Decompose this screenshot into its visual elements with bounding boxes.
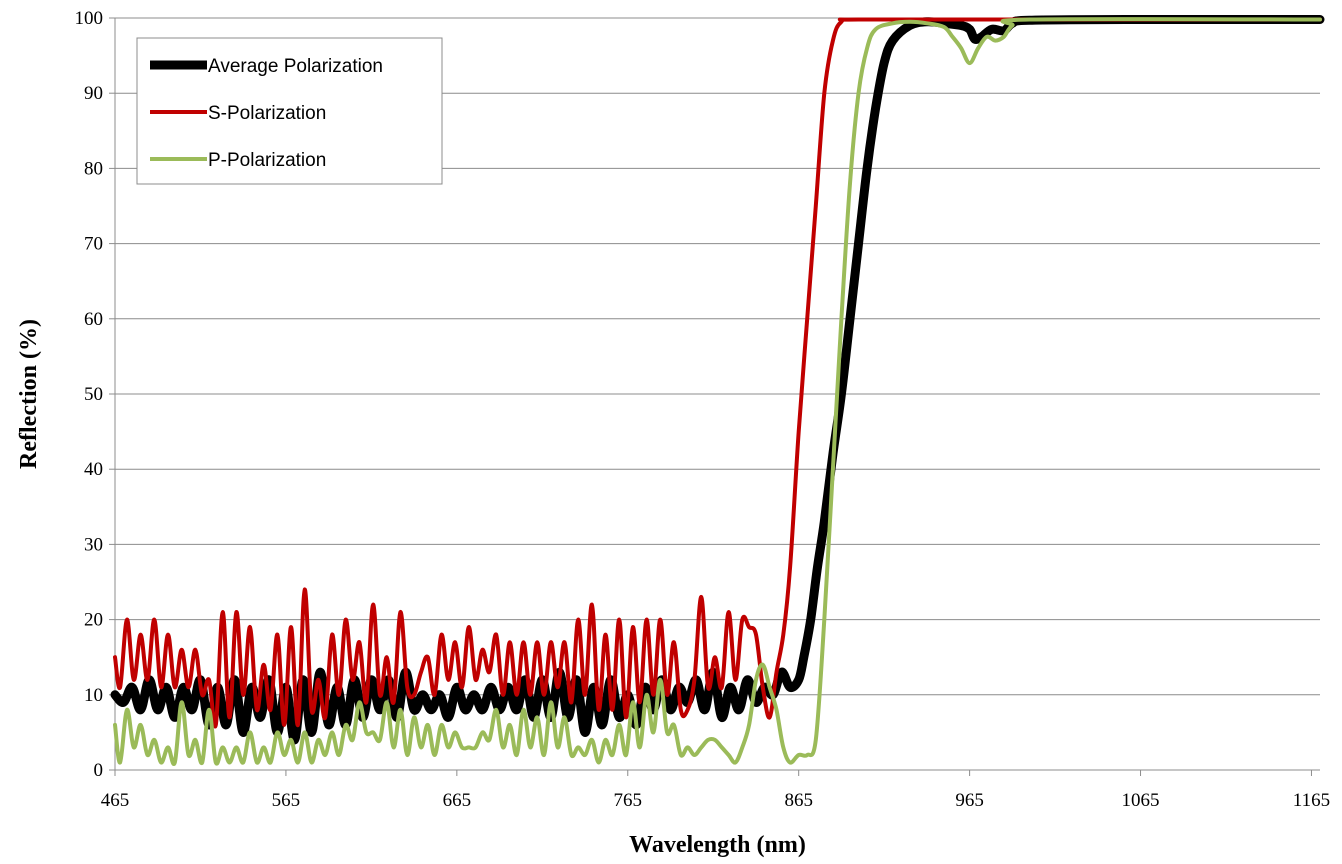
- y-tick-label: 60: [84, 309, 103, 330]
- y-tick-label: 50: [84, 384, 103, 405]
- y-tick-label: 40: [84, 459, 103, 480]
- y-tick-label: 0: [94, 760, 104, 781]
- x-tick-label: 665: [443, 790, 472, 811]
- y-tick-label: 80: [84, 158, 103, 179]
- legend-label: P-Polarization: [208, 150, 326, 171]
- series-lines: [110, 14, 1325, 767]
- y-tick-label: 70: [84, 234, 103, 255]
- x-tick-label: 1165: [1293, 790, 1330, 811]
- legend: Average Polarization S-Polarization P-Pola…: [136, 37, 443, 185]
- y-axis-title: Reflection (%): [16, 319, 42, 469]
- x-axis-title: Wavelength (nm): [629, 832, 806, 858]
- x-tick-labels: 465 565 665 765 865 965 1065 1165: [101, 790, 1330, 811]
- y-tick-labels: 0 10 20 30 40 50 60 70 80 90 100: [75, 8, 104, 781]
- x-tick-label: 865: [784, 790, 813, 811]
- axes: [109, 17, 1320, 776]
- series-line-2: [113, 17, 1322, 729]
- x-tick-label: 765: [614, 790, 643, 811]
- x-tick-label: 565: [272, 790, 301, 811]
- y-tick-label: 10: [84, 685, 103, 706]
- y-tick-label: 100: [75, 8, 104, 29]
- x-tick-label: 465: [101, 790, 130, 811]
- y-tick-label: 30: [84, 534, 103, 555]
- x-tick-label: 1065: [1122, 790, 1160, 811]
- series-line-3: [113, 17, 1322, 767]
- y-tick-label: 90: [84, 83, 103, 104]
- x-tick-label: 965: [955, 790, 984, 811]
- legend-label: S-Polarization: [208, 103, 326, 124]
- y-tick-label: 20: [84, 610, 103, 631]
- legend-label: Average Polarization: [208, 56, 383, 77]
